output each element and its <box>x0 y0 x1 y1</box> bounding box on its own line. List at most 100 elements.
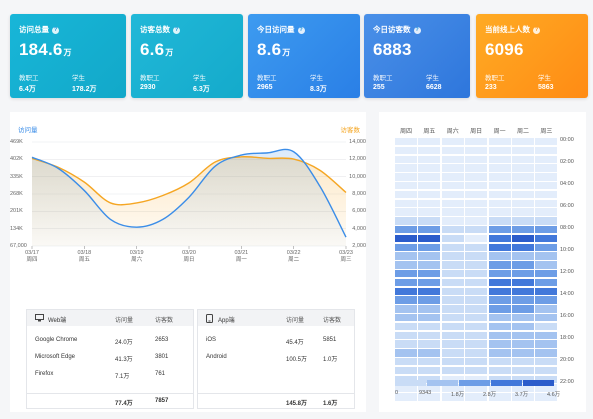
heatmap-cell[interactable] <box>441 243 464 251</box>
heatmap-cell[interactable] <box>418 190 441 199</box>
card-today-visitors[interactable]: 今日访客数? 6883 教职工 255 学生 6628 <box>364 14 470 98</box>
line-chart[interactable] <box>10 112 366 282</box>
heatmap-cell[interactable] <box>535 331 558 339</box>
heatmap-cell[interactable] <box>535 234 558 243</box>
heatmap-cell[interactable] <box>395 199 417 207</box>
heatmap-cell[interactable] <box>465 217 488 225</box>
heatmap-cell[interactable] <box>395 270 417 278</box>
heatmap-cell[interactable] <box>535 278 558 287</box>
heatmap-cell[interactable] <box>418 261 441 269</box>
heatmap-cell[interactable] <box>441 270 464 278</box>
heatmap-cell[interactable] <box>395 305 417 313</box>
help-icon[interactable]: ? <box>52 27 59 34</box>
heatmap-cell[interactable] <box>535 182 558 190</box>
heatmap-cell[interactable] <box>441 208 464 216</box>
heatmap-cell[interactable] <box>512 261 534 269</box>
heatmap-cell[interactable] <box>488 173 511 181</box>
heatmap-cell[interactable] <box>465 314 488 322</box>
heatmap-cell[interactable] <box>512 234 534 243</box>
help-icon[interactable]: ? <box>533 27 540 34</box>
heatmap-cell[interactable] <box>418 366 441 375</box>
heatmap-cell[interactable] <box>418 296 441 304</box>
heatmap-cell[interactable] <box>535 358 558 366</box>
heatmap-cell[interactable] <box>441 190 464 199</box>
heatmap-cell[interactable] <box>488 322 511 331</box>
heatmap-cell[interactable] <box>512 146 534 155</box>
heatmap-cell[interactable] <box>535 287 558 295</box>
heatmap-cell[interactable] <box>441 138 464 146</box>
heatmap-cell[interactable] <box>465 226 488 234</box>
heatmap-cell[interactable] <box>441 349 464 357</box>
heatmap-cell[interactable] <box>395 146 417 155</box>
heatmap-cell[interactable] <box>395 287 417 295</box>
heatmap-cell[interactable] <box>488 340 511 348</box>
heatmap-cell[interactable] <box>395 393 417 401</box>
heatmap-cell[interactable] <box>441 375 464 383</box>
heatmap-cell[interactable] <box>395 155 417 163</box>
heatmap-cell[interactable] <box>488 208 511 216</box>
heatmap-cell[interactable] <box>512 366 534 375</box>
heatmap-cell[interactable] <box>418 234 441 243</box>
heatmap-cell[interactable] <box>465 366 488 375</box>
heatmap-cell[interactable] <box>488 243 511 251</box>
heatmap-cell[interactable] <box>441 217 464 225</box>
heatmap-cell[interactable] <box>418 138 441 146</box>
heatmap-cell[interactable] <box>465 305 488 313</box>
heatmap-cell[interactable] <box>418 243 441 251</box>
heatmap-cell[interactable] <box>441 182 464 190</box>
heatmap-cell[interactable] <box>418 164 441 172</box>
heatmap-cell[interactable] <box>395 278 417 287</box>
heatmap-cell[interactable] <box>535 340 558 348</box>
heatmap-cell[interactable] <box>488 314 511 322</box>
heatmap-cell[interactable] <box>441 358 464 366</box>
heatmap-cell[interactable] <box>535 322 558 331</box>
heatmap-cell[interactable] <box>441 226 464 234</box>
heatmap-cell[interactable] <box>535 384 558 392</box>
heatmap-cell[interactable] <box>418 287 441 295</box>
heatmap-cell[interactable] <box>488 217 511 225</box>
heatmap-cell[interactable] <box>465 296 488 304</box>
heatmap-cell[interactable] <box>535 314 558 322</box>
heatmap-cell[interactable] <box>512 331 534 339</box>
heatmap-cell[interactable] <box>488 366 511 375</box>
card-total-visitors[interactable]: 访客总数? 6.6万 教职工 2930 学生 6.3万 <box>131 14 243 98</box>
heatmap-cell[interactable] <box>441 305 464 313</box>
heatmap-cell[interactable] <box>418 208 441 216</box>
heatmap-cell[interactable] <box>488 305 511 313</box>
heatmap-cell[interactable] <box>535 146 558 155</box>
heatmap-cell[interactable] <box>535 199 558 207</box>
heatmap-cell[interactable] <box>418 252 441 260</box>
heatmap-cell[interactable] <box>488 393 511 401</box>
heatmap-cell[interactable] <box>441 322 464 331</box>
heatmap-cell[interactable] <box>512 190 534 199</box>
heatmap-cell[interactable] <box>535 305 558 313</box>
heatmap-cell[interactable] <box>512 217 534 225</box>
heatmap-cell[interactable] <box>418 155 441 163</box>
heatmap-cell[interactable] <box>465 384 488 392</box>
heatmap-cell[interactable] <box>535 243 558 251</box>
heatmap-cell[interactable] <box>465 340 488 348</box>
heatmap-cell[interactable] <box>512 287 534 295</box>
visitors-line[interactable] <box>31 156 347 206</box>
heatmap-cell[interactable] <box>535 296 558 304</box>
heatmap-cell[interactable] <box>465 164 488 172</box>
heatmap-cell[interactable] <box>465 173 488 181</box>
heatmap-cell[interactable] <box>535 375 558 383</box>
heatmap-cell[interactable] <box>418 199 441 207</box>
heatmap-cell[interactable] <box>535 349 558 357</box>
heatmap-cell[interactable] <box>395 261 417 269</box>
heatmap-cell[interactable] <box>512 384 534 392</box>
heatmap-cell[interactable] <box>465 349 488 357</box>
heatmap-cell[interactable] <box>418 305 441 313</box>
heatmap-cell[interactable] <box>512 349 534 357</box>
card-today-visits[interactable]: 今日访问量? 8.6万 教职工 2965 学生 8.3万 <box>248 14 360 98</box>
heatmap-cell[interactable] <box>441 340 464 348</box>
heatmap-cell[interactable] <box>418 270 441 278</box>
heatmap-cell[interactable] <box>418 173 441 181</box>
heatmap-cell[interactable] <box>465 243 488 251</box>
heatmap-cell[interactable] <box>418 358 441 366</box>
heatmap-cell[interactable] <box>465 322 488 331</box>
heatmap-cell[interactable] <box>465 287 488 295</box>
heatmap-cell[interactable] <box>465 270 488 278</box>
heatmap-cell[interactable] <box>395 164 417 172</box>
